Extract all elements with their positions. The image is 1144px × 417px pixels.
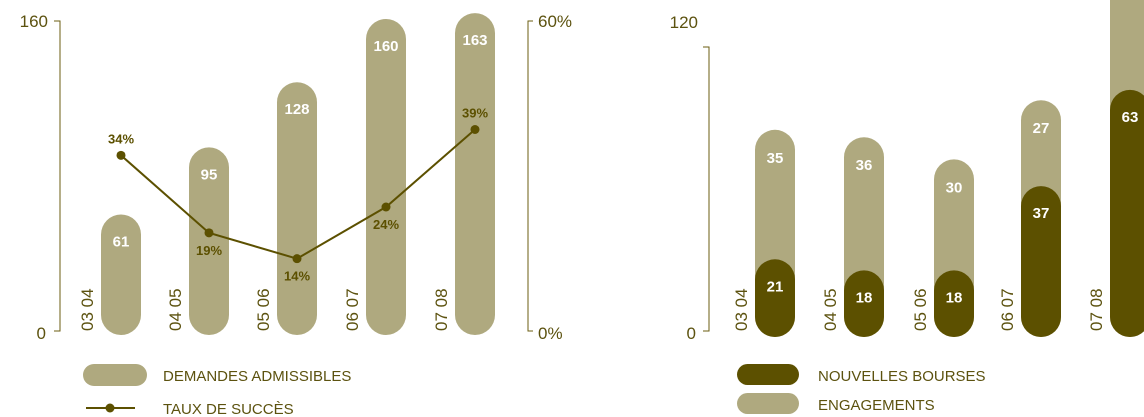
bar-demandes-07-08 (455, 13, 495, 335)
right-chart-y-tick-max: 120 (670, 13, 698, 32)
legend-label-taux: TAUX DE SUCCÈS (163, 401, 294, 417)
right-category-03-04: 03 04 (732, 288, 751, 331)
right-category-07-08: 07 08 (1087, 288, 1106, 331)
legend-swatch-marker (105, 403, 115, 413)
bar-label-nouvelles-06-07: 37 (1033, 205, 1050, 222)
legend-label-nouvelles: NOUVELLES BOURSES (818, 368, 986, 385)
right-category-05-06: 05 06 (911, 288, 930, 331)
bar-label-engagements-03-04: 35 (767, 150, 784, 167)
right-chart-y-tick-min: 0 (687, 324, 696, 343)
right-category-06-07: 06 07 (998, 288, 1017, 331)
left-bars: 61 95 128 160 163 (101, 13, 495, 335)
right-y-tick-min: 0% (538, 324, 563, 343)
success-rate-line: 34% 19% 14% 24% 39% (108, 106, 488, 284)
success-rate-label-07-08: 39% (462, 106, 488, 121)
bar-label-engagements-06-07: 27 (1033, 120, 1050, 137)
left-category-07-08: 07 08 (432, 288, 451, 331)
bar-nouvelles-05-06 (934, 270, 974, 337)
bar-label-demandes-04-05: 95 (201, 166, 218, 183)
bar-demandes-06-07 (366, 19, 406, 335)
success-rate-point-07-08 (470, 125, 480, 134)
left-y-axis (54, 20, 61, 332)
legend-swatch-nouvelles (737, 364, 799, 385)
success-rate-point-06-07 (381, 202, 391, 212)
success-rate-label-06-07: 24% (373, 217, 399, 232)
success-rate-point-04-05 (204, 228, 214, 238)
left-category-03-04: 03 04 (78, 288, 97, 331)
left-category-06-07: 06 07 (343, 288, 362, 331)
bar-label-nouvelles-07-08: 63 (1122, 109, 1139, 126)
right-bars: 35213618301827374363 (755, 0, 1144, 337)
bar-nouvelles-07-08 (1110, 89, 1144, 337)
legend-swatch-demandes (83, 364, 147, 386)
bar-label-demandes-03-04: 61 (113, 234, 130, 251)
left-category-05-06: 05 06 (254, 288, 273, 331)
bar-label-demandes-06-07: 160 (373, 38, 398, 55)
right-y-axis (527, 20, 533, 332)
success-rate-point-03-04 (116, 150, 126, 160)
bar-demandes-03-04 (101, 214, 141, 335)
right-y-tick-max: 60% (538, 12, 572, 31)
left-y-tick-min: 0 (37, 324, 46, 343)
right-category-04-05: 04 05 (821, 288, 840, 331)
bar-demandes-04-05 (189, 147, 229, 335)
legend-label-demandes: DEMANDES ADMISSIBLES (163, 368, 351, 385)
bar-label-nouvelles-03-04: 21 (767, 278, 784, 295)
success-rate-label-04-05: 19% (196, 243, 222, 258)
bar-demandes-05-06 (277, 82, 317, 335)
right-category-labels: 03 04 04 05 05 06 06 07 07 08 (732, 288, 1106, 331)
bar-label-engagements-05-06: 30 (946, 179, 963, 196)
bar-label-nouvelles-04-05: 18 (856, 289, 873, 306)
success-rate-label-03-04: 34% (108, 131, 134, 146)
left-category-04-05: 04 05 (166, 288, 185, 331)
legend-swatch-engagements (737, 393, 799, 414)
bar-label-nouvelles-05-06: 18 (946, 289, 963, 306)
left-category-labels: 03 04 04 05 05 06 06 07 07 08 (78, 288, 451, 331)
bar-label-engagements-04-05: 36 (856, 157, 873, 174)
bar-nouvelles-03-04 (755, 259, 795, 337)
left-y-tick-max: 160 (20, 12, 48, 31)
right-chart-y-axis (703, 46, 710, 332)
success-rate-label-05-06: 14% (284, 269, 310, 284)
legend-label-engagements: ENGAGEMENTS (818, 397, 935, 414)
bar-nouvelles-06-07 (1021, 186, 1061, 337)
bar-nouvelles-04-05 (844, 270, 884, 337)
bar-label-demandes-07-08: 163 (462, 32, 487, 49)
success-rate-point-05-06 (292, 254, 302, 264)
bar-label-demandes-05-06: 128 (284, 101, 309, 118)
